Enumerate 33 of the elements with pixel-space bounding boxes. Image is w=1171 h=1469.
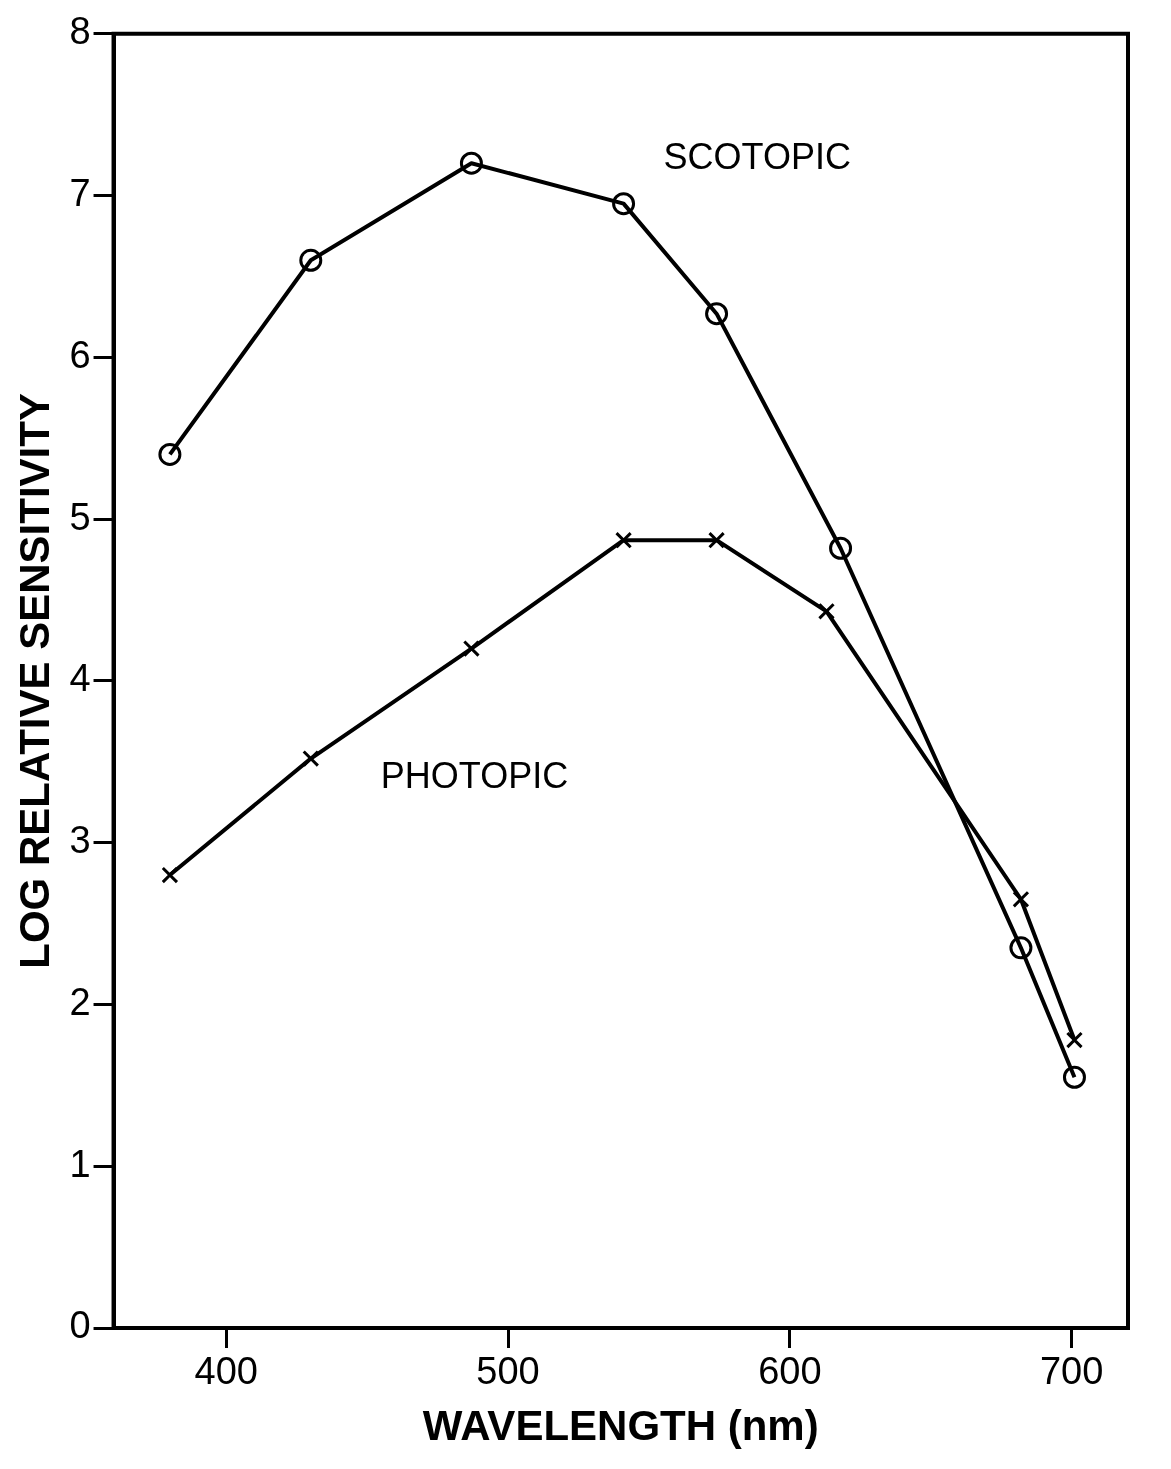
point [1065,1031,1084,1049]
point [299,248,323,272]
point [1012,890,1030,908]
x-tick-label: 500 [476,1350,540,1393]
point [462,639,480,658]
y-tick-label: 2 [69,980,91,1023]
y-tick-label: 4 [69,657,91,700]
y-axis-title: LOG RELATIVE SENSITIVITY [10,393,58,969]
y-tick-label: 7 [69,172,91,215]
y-tick-label: 3 [69,819,91,862]
y-tick-label: 6 [69,333,91,376]
point [615,531,633,549]
point [1062,1065,1086,1089]
point [817,602,836,620]
y-tick-label: 1 [69,1142,91,1185]
series-label: PHOTOPIC [380,755,569,797]
point [829,536,853,560]
point [158,442,182,466]
y-tick-label: 0 [69,1304,91,1347]
x-tick-label: 700 [1039,1350,1104,1393]
series-label: SCOTOPIC [663,135,851,177]
x-axis-title: WAVELENGTH (nm) [422,1402,819,1450]
point [708,531,726,549]
point [705,302,729,326]
point [612,192,636,216]
y-tick-label: 5 [69,495,91,538]
x-tick-label: 600 [758,1350,822,1393]
point [459,151,483,175]
point [161,866,179,884]
x-tick-label: 400 [194,1350,258,1393]
point [302,749,320,768]
y-tick-label: 8 [69,10,91,53]
point [1009,936,1033,960]
